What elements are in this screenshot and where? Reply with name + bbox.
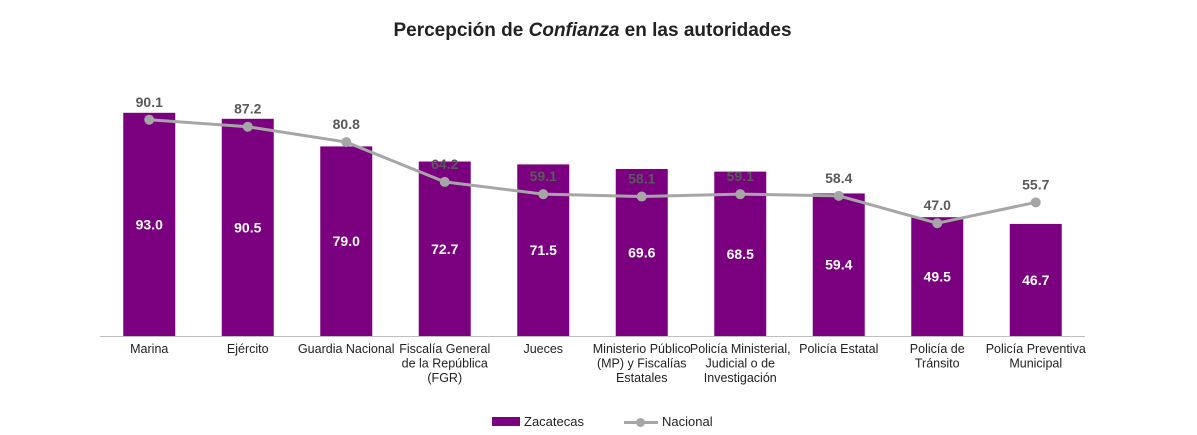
chart-title-prefix: Percepción de xyxy=(393,20,529,41)
x-tick-label: Fiscalía General de la República (FGR) xyxy=(399,342,490,385)
bar-zacatecas xyxy=(1009,223,1062,336)
line-value-label: 58.4 xyxy=(825,170,852,186)
x-tick-label: Jueces xyxy=(523,342,563,356)
legend-item-zacatecas: Zacatecas xyxy=(492,414,584,429)
point-nacional xyxy=(242,121,253,132)
point-nacional xyxy=(735,189,746,200)
point-nacional xyxy=(439,176,450,187)
x-tick-label: Policía de Tránsito xyxy=(910,342,965,371)
point-nacional xyxy=(341,137,352,148)
chart-title: Percepción de Confianza en las autoridad… xyxy=(0,20,1185,42)
bar-zacatecas xyxy=(418,161,471,336)
legend-swatch-bar xyxy=(492,417,520,426)
bar-value-label: 69.6 xyxy=(628,244,655,260)
x-tick-label: Guardia Nacional xyxy=(298,342,395,356)
bar-value-label: 46.7 xyxy=(1022,272,1049,288)
point-nacional xyxy=(833,190,844,201)
line-value-label: 55.7 xyxy=(1022,176,1049,192)
bar-value-label: 68.5 xyxy=(727,246,754,262)
bar-value-label: 49.5 xyxy=(924,269,951,285)
x-tick-label: Policía Preventiva Municipal xyxy=(986,342,1086,371)
line-value-label: 87.2 xyxy=(234,101,261,117)
legend-label-zacatecas: Zacatecas xyxy=(524,414,584,429)
bar-zacatecas xyxy=(123,112,176,336)
x-tick-label: Ministerio Público (MP) y Fiscalías Estata… xyxy=(593,342,691,385)
x-tick-label: Marina xyxy=(130,342,168,356)
point-nacional xyxy=(538,189,549,200)
bar-value-label: 79.0 xyxy=(333,233,360,249)
bar-zacatecas xyxy=(320,146,373,336)
bar-zacatecas xyxy=(221,118,274,336)
line-value-label: 58.1 xyxy=(628,171,655,187)
point-nacional xyxy=(144,114,155,125)
line-nacional xyxy=(149,118,1037,225)
point-nacional xyxy=(932,218,943,229)
x-tick-label: Ejército xyxy=(227,342,269,356)
line-value-label: 90.1 xyxy=(136,94,163,110)
legend-item-nacional: Nacional xyxy=(624,414,713,429)
x-tick-label: Policía Estatal xyxy=(799,342,878,356)
bar-value-label: 72.7 xyxy=(431,241,458,257)
legend-swatch-line xyxy=(624,417,658,427)
point-nacional xyxy=(1030,197,1041,208)
bar-zacatecas xyxy=(812,193,865,336)
bar-zacatecas xyxy=(911,217,964,336)
bar-value-label: 59.4 xyxy=(825,257,852,273)
legend-label-nacional: Nacional xyxy=(662,414,713,429)
bar-value-label: 90.5 xyxy=(234,219,261,235)
line-value-label: 64.2 xyxy=(431,156,458,172)
line-value-label: 59.1 xyxy=(727,168,754,184)
bar-value-label: 93.0 xyxy=(136,216,163,232)
x-tick-label: Policía Ministerial, Judicial o de Investi… xyxy=(690,342,791,385)
line-value-label: 59.1 xyxy=(530,168,557,184)
bar-value-label: 71.5 xyxy=(530,242,557,258)
line-value-label: 80.8 xyxy=(333,116,360,132)
point-nacional xyxy=(636,191,647,202)
line-value-label: 47.0 xyxy=(924,197,951,213)
chart-title-emphasis: Confianza xyxy=(528,20,620,41)
chart-title-suffix: en las autoridades xyxy=(619,20,792,41)
